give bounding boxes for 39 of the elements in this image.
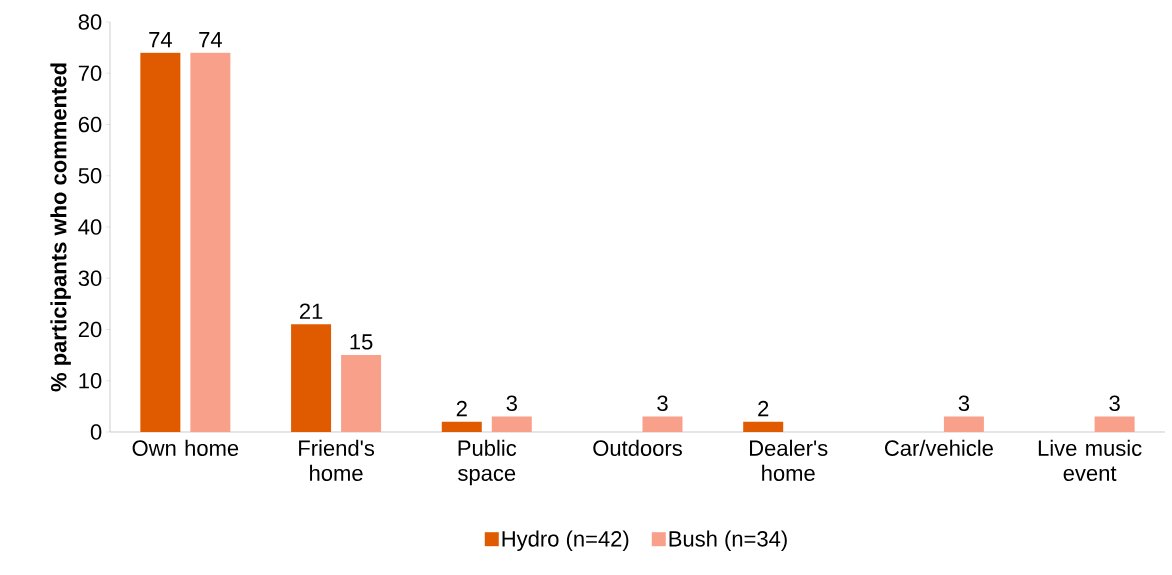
x-tick-label: Car/vehicle xyxy=(885,439,993,456)
y-tick-label: 20 xyxy=(78,321,102,338)
data-label: 15 xyxy=(350,334,373,350)
bar xyxy=(642,416,683,432)
bar xyxy=(1094,416,1135,432)
data-label: 2 xyxy=(456,400,467,417)
y-tick-label: 0 xyxy=(90,424,102,440)
bar xyxy=(743,421,784,432)
legend-label: Bush (n=34) xyxy=(669,530,787,551)
y-tick-label: 40 xyxy=(78,219,102,235)
bar xyxy=(190,52,231,432)
bar xyxy=(341,355,382,432)
x-tick-label: Own home xyxy=(132,439,239,456)
bar xyxy=(491,416,532,432)
y-tick-label: 10 xyxy=(79,372,102,389)
bar xyxy=(441,421,482,432)
data-label: 3 xyxy=(958,395,970,412)
data-label: 3 xyxy=(506,395,517,412)
y-tick-label: 60 xyxy=(78,116,102,133)
data-label: 3 xyxy=(657,395,668,412)
y-axis-title: % participants who commented xyxy=(50,63,71,392)
data-label: 2 xyxy=(758,400,769,417)
x-tick-label: Friend's home xyxy=(299,439,375,481)
y-tick-label: 70 xyxy=(78,65,102,82)
bar xyxy=(140,52,181,432)
y-tick-label: 80 xyxy=(78,14,102,30)
y-tick-label: 50 xyxy=(78,167,102,184)
x-tick-label: Outdoors xyxy=(593,439,682,456)
bar xyxy=(291,324,332,432)
data-label: 74 xyxy=(149,32,172,48)
x-tick-label: Live music event xyxy=(1038,439,1142,481)
x-tick-label: Dealer's home xyxy=(750,439,828,481)
x-tick-label: Public space xyxy=(458,439,517,486)
data-label: 3 xyxy=(1109,395,1120,412)
data-label: 74 xyxy=(199,32,222,48)
bar xyxy=(943,416,984,432)
legend-label: Hydro (n=42) xyxy=(502,530,629,551)
data-label: 21 xyxy=(299,303,323,319)
y-tick-label: 30 xyxy=(78,270,102,287)
